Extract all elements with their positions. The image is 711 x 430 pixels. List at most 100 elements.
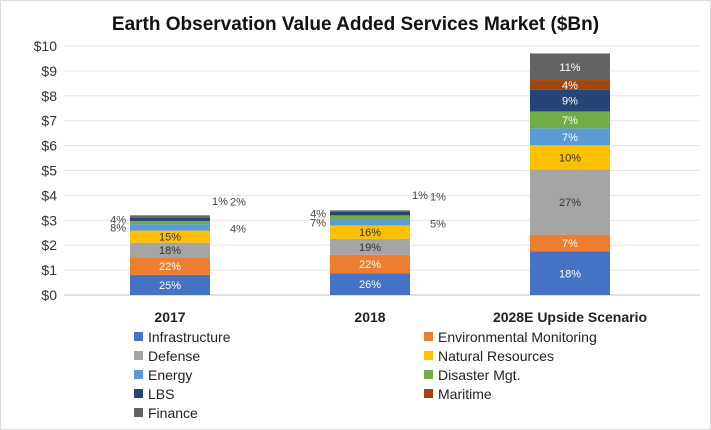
y-tick-label: $9 bbox=[41, 63, 57, 79]
legend-item: Maritime bbox=[424, 385, 492, 403]
bar-segment-energy bbox=[530, 128, 610, 146]
bar-segment-disaster-mgt- bbox=[530, 111, 610, 129]
bar-segment-disaster-mgt- bbox=[330, 215, 410, 220]
data-label: 26% bbox=[359, 279, 381, 291]
data-label: 18% bbox=[159, 245, 181, 257]
bar-segment-defense bbox=[130, 242, 210, 258]
legend-swatch bbox=[134, 389, 143, 398]
data-label: 4% bbox=[562, 80, 578, 92]
bar-stacks: 25%22%18%15%8% 4%4%1% 2%26%22%19%16%7% 5%4%… bbox=[110, 53, 610, 295]
legend-label: Maritime bbox=[438, 386, 492, 402]
legend-swatch bbox=[424, 332, 433, 341]
data-label: 27% bbox=[559, 197, 581, 209]
data-label: 7% bbox=[562, 238, 578, 250]
legend-item: Natural Resources bbox=[424, 347, 554, 365]
data-label: 25% bbox=[159, 280, 181, 292]
data-label: 7% bbox=[310, 217, 326, 229]
data-label: 1% bbox=[412, 190, 428, 202]
data-label: 8% bbox=[110, 222, 126, 234]
y-tick-label: $7 bbox=[41, 113, 57, 129]
bar-segment-infrastructure bbox=[530, 251, 610, 295]
legend-label: Environmental Monitoring bbox=[438, 329, 597, 345]
data-label: 7% bbox=[562, 115, 578, 127]
bar-segment-energy bbox=[330, 219, 410, 226]
y-tick-label: $0 bbox=[41, 287, 57, 303]
legend-item: Disaster Mgt. bbox=[424, 366, 520, 384]
y-tick-label: $10 bbox=[34, 38, 58, 54]
legend-swatch bbox=[424, 370, 433, 379]
legend-label: Disaster Mgt. bbox=[438, 367, 521, 383]
legend-swatch bbox=[134, 332, 143, 341]
bar-segment-finance bbox=[530, 53, 610, 81]
data-label: 4% bbox=[230, 224, 246, 236]
data-label: 1% bbox=[212, 196, 228, 208]
legend-item: Energy bbox=[134, 366, 192, 384]
bar-segment-natural-resources bbox=[530, 145, 610, 170]
bar-segment-natural-resources bbox=[330, 225, 410, 239]
data-label: 15% bbox=[159, 232, 181, 244]
y-tick-label: $5 bbox=[41, 163, 57, 179]
bar-segment-defense bbox=[530, 169, 610, 235]
bar-segment-defense bbox=[330, 238, 410, 255]
data-label: 10% bbox=[559, 152, 581, 164]
data-label: 1% bbox=[430, 191, 446, 203]
legend-swatch bbox=[134, 351, 143, 360]
y-tick-label: $4 bbox=[41, 187, 57, 203]
legend-swatch bbox=[134, 408, 143, 417]
data-label: 2% bbox=[230, 196, 246, 208]
legend-item: Infrastructure bbox=[134, 328, 230, 346]
x-axis-categories: 2017 2018 2028E Upside Scenario bbox=[154, 309, 647, 325]
bar-segment-environmental-monitoring bbox=[530, 234, 610, 252]
data-label: 7% bbox=[562, 132, 578, 144]
bar-segment-environmental-monitoring bbox=[330, 254, 410, 274]
chart-plot: $0$1$2$3$4$5$6$7$8$9$10 25%22%18%15%8% 4%… bbox=[34, 38, 700, 325]
legend-item: Finance bbox=[134, 404, 198, 422]
y-tick-label: $6 bbox=[41, 138, 57, 154]
bar-segment-infrastructure bbox=[330, 273, 410, 295]
data-label: 18% bbox=[559, 268, 581, 280]
x-category-label: 2017 bbox=[154, 309, 185, 325]
bar-segment-finance bbox=[330, 210, 410, 212]
bar-segment-finance bbox=[130, 215, 210, 217]
legend-label: Finance bbox=[148, 405, 198, 421]
bar-segment-natural-resources bbox=[130, 230, 210, 243]
y-tick-label: $8 bbox=[41, 88, 57, 104]
bar-segment-environmental-monitoring bbox=[130, 257, 210, 275]
bar-segment-maritime bbox=[330, 211, 410, 213]
legend-label: LBS bbox=[148, 386, 175, 402]
bar-segment-infrastructure bbox=[130, 274, 210, 295]
bar-segment-lbs bbox=[530, 89, 610, 112]
legend-swatch bbox=[134, 370, 143, 379]
legend-label: Defense bbox=[148, 348, 201, 364]
legend-label: Energy bbox=[148, 367, 193, 383]
y-tick-label: $1 bbox=[41, 262, 57, 278]
bar-segment-maritime bbox=[130, 216, 210, 218]
legend-item: LBS bbox=[134, 385, 174, 403]
y-axis-ticks: $0 $1 $2 $3 $4 $5 $6 $7 $8 $9 $10 bbox=[34, 38, 58, 303]
x-category-label: 2028E Upside Scenario bbox=[493, 309, 647, 325]
legend-label: Infrastructure bbox=[148, 329, 231, 345]
data-label: 4% bbox=[310, 209, 326, 221]
data-label: 19% bbox=[359, 242, 381, 254]
legend-item: Defense bbox=[134, 347, 200, 365]
y-tick-label: $2 bbox=[41, 237, 57, 253]
data-label: 4% bbox=[110, 214, 126, 226]
bar-segment-energy bbox=[130, 224, 210, 231]
data-label: 5% bbox=[430, 218, 446, 230]
legend-label: Natural Resources bbox=[438, 348, 554, 364]
data-label: 22% bbox=[159, 261, 181, 273]
bar-segment-lbs bbox=[130, 217, 210, 221]
x-category-label: 2018 bbox=[354, 309, 385, 325]
legend-item: Environmental Monitoring bbox=[424, 328, 597, 346]
bar-segment-maritime bbox=[530, 80, 610, 90]
bar-segment-disaster-mgt- bbox=[130, 220, 210, 225]
bar-segment-lbs bbox=[330, 212, 410, 216]
y-tick-label: $3 bbox=[41, 212, 57, 228]
data-label: 9% bbox=[562, 96, 578, 108]
legend-swatch bbox=[424, 351, 433, 360]
data-label: 22% bbox=[359, 259, 381, 271]
data-label: 11% bbox=[559, 62, 580, 74]
legend-swatch bbox=[424, 389, 433, 398]
chart-title: Earth Observation Value Added Services M… bbox=[111, 14, 600, 35]
data-label: 16% bbox=[359, 227, 381, 239]
